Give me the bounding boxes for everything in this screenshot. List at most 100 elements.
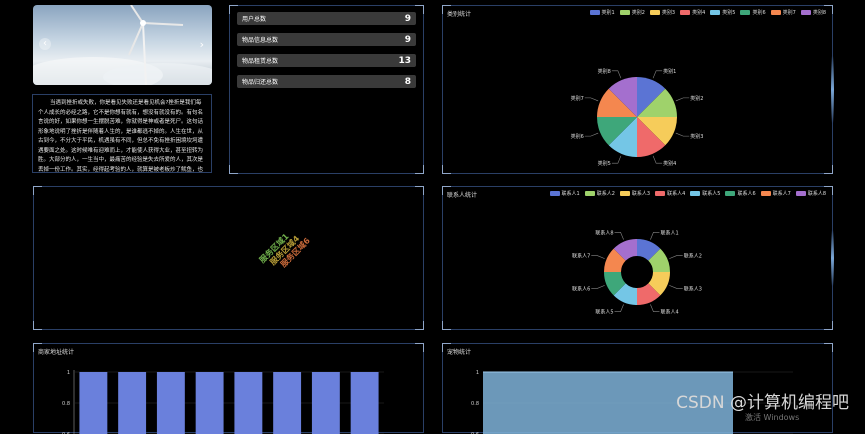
slice-label: 类别2 [690,95,703,102]
category-pie-chart: 类别1 类别2 类别3 类别4 类别5 类别6 类别7 类别8 [571,68,704,167]
legend-item[interactable]: 联系人7 [760,190,791,197]
legend-swatch [649,10,660,15]
legend-swatch [760,191,771,196]
pie-slice[interactable] [613,239,637,261]
legend-swatch [655,191,666,196]
stat-label: 物品信息总数 [242,37,279,44]
pie-slice[interactable] [648,248,670,272]
legend-item[interactable]: 类别8 [800,9,826,16]
slice-label: 类别5 [598,160,611,167]
slice-label: 联系人4 [660,309,678,316]
banner-carousel[interactable]: ‹ › [33,5,212,85]
label-line [591,255,605,259]
y-tick-label: 1 [67,370,70,376]
pie-slice[interactable] [604,248,626,272]
slice-label: 联系人8 [595,229,613,236]
chart-legend[interactable]: 类别1 类别2 类别3 类别4 类别5 类别6 类别7 类别8 [589,9,826,16]
legend-item[interactable]: 类别6 [740,9,766,16]
pie-slice[interactable] [637,283,661,305]
legend-swatch [619,10,630,15]
legend-swatch [584,191,595,196]
stat-row-items: 物品信息总数 9 [237,33,416,46]
stat-row-users: 用户总数 9 [237,12,416,25]
pie-slice[interactable] [637,88,677,117]
legend-item[interactable]: 联系人6 [725,190,756,197]
legend-item[interactable]: 联系人1 [549,190,580,197]
bar[interactable] [273,372,302,434]
bar[interactable] [118,372,147,434]
slice-label: 联系人5 [595,309,613,316]
pie-slice[interactable] [648,272,670,296]
legend-item[interactable]: 联系人3 [619,190,650,197]
label-line [669,255,683,259]
pie-slice[interactable] [604,272,626,296]
pet-area-panel: 宠物统计 10.80.6 [442,343,833,434]
bar[interactable] [350,372,379,434]
pie-slice[interactable] [608,117,637,157]
legend-item[interactable]: 类别7 [770,9,796,16]
y-tick-label: 0.8 [471,401,479,407]
legend-swatch [800,10,811,15]
legend-item[interactable]: 联系人4 [655,190,685,197]
label-line [652,155,663,164]
activate-windows-text: 激活 Windows [745,413,800,422]
slice-label: 类别1 [663,68,676,75]
pie-slice[interactable] [597,117,637,146]
legend-item[interactable]: 类别5 [710,9,735,16]
merchant-bar-panel: 商家地址统计 10.80.6 [33,343,424,434]
legend-item[interactable]: 类别3 [649,9,675,16]
legend-swatch [589,10,600,15]
legend-swatch [795,191,806,196]
pie-slice[interactable] [637,239,661,261]
legend-swatch [690,191,701,196]
bar[interactable] [311,372,340,434]
slice-label: 类别3 [690,133,703,140]
bar[interactable] [156,372,185,434]
merchant-bar-chart: 10.80.6 [62,370,384,434]
slice-label: 联系人7 [572,253,590,260]
carousel-prev-button[interactable]: ‹ [39,38,51,50]
pie-slice[interactable] [637,117,666,157]
legend-swatch [770,10,781,15]
wordcloud-panel: 服务区域1 服务区域4 服务区域6 [33,186,424,330]
legend-item[interactable]: 联系人5 [690,190,720,197]
stats-panel [229,5,424,174]
slice-label: 类别4 [663,160,676,167]
pet-area-chart: 10.80.6 [471,370,793,434]
pie-slice[interactable] [637,77,666,117]
legend-item[interactable]: 联系人8 [795,190,826,197]
pie-slice[interactable] [608,77,637,117]
legend-item[interactable]: 类别4 [680,9,705,16]
stat-row-returns: 物品归还总数 8 [237,75,416,88]
csdn-watermark: CSDN @计算机编程吧 [676,393,849,413]
stat-label: 物品归还总数 [242,79,279,86]
bar[interactable] [195,372,224,434]
pie-slice[interactable] [637,117,677,146]
pie-slice[interactable] [613,283,637,305]
slice-label: 联系人1 [660,229,678,236]
label-line [669,285,683,289]
panel-title: 商家地址统计 [38,349,75,356]
legend-swatch [549,191,560,196]
intro-text: 当遇到挫折或失败，你是看见失败还是看见机会?挫折是我们每个人成长的必经之路，它不… [38,100,204,173]
slice-label: 联系人3 [684,285,702,292]
label-line [611,70,622,79]
legend-swatch [710,10,721,15]
y-tick-label: 0.8 [62,401,70,407]
bar[interactable] [234,372,263,434]
legend-item[interactable]: 类别2 [619,9,645,16]
legend-item[interactable]: 类别1 [589,9,615,16]
pie-slice[interactable] [597,88,637,117]
label-line [614,231,624,240]
stat-value: 9 [404,34,411,45]
bar[interactable] [79,372,108,434]
label-line [675,132,690,137]
label-line [584,132,599,137]
chart-legend[interactable]: 联系人1 联系人2 联系人3 联系人4 联系人5 联系人6 联系人7 联系人8 [549,190,826,197]
panel-title: 宠物统计 [447,349,472,356]
category-pie-panel: 类别统计 类别1 类别2 类别3 类别4 类别5 类别6 类别7 类别8 类别1 类别2 类别3 类… [442,5,834,174]
carousel-next-button[interactable]: › [199,38,204,51]
contact-pie-panel: 联系人统计 联系人1 联系人2 联系人3 联系人4 联系人5 联系人6 联系人7 联系人8 联… [442,186,834,330]
legend-item[interactable]: 联系人2 [584,190,615,197]
legend-swatch [619,191,630,196]
